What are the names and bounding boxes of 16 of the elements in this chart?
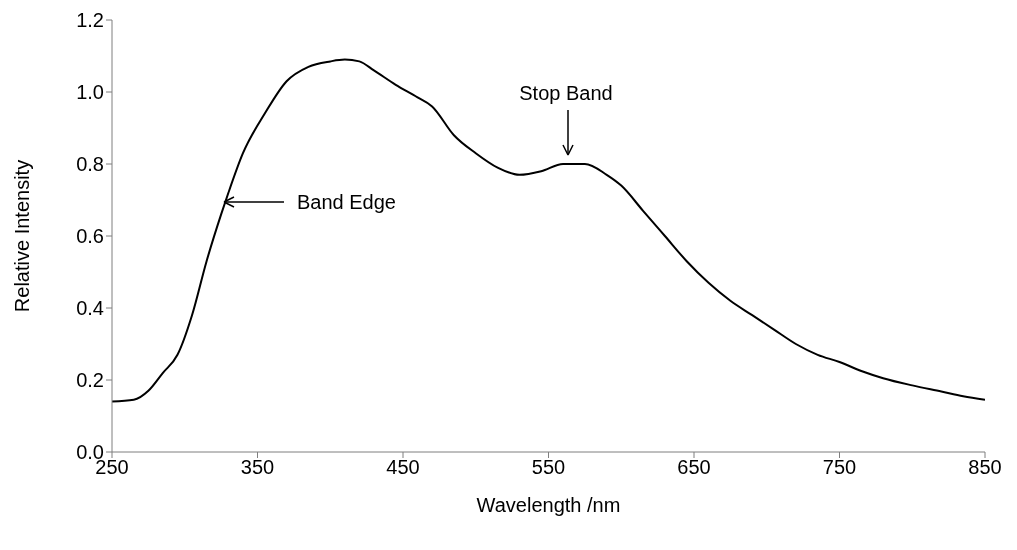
x-axis-title: Wavelength /nm (476, 494, 621, 516)
y-tick-label: 1.0 (76, 81, 104, 104)
y-tick-label: 0.4 (76, 297, 104, 320)
x-tick-label: 850 (968, 456, 1002, 479)
y-tick-label: 0.2 (76, 369, 104, 392)
x-tick-label: 450 (386, 456, 420, 479)
y-tick-label: 0.8 (76, 153, 104, 176)
x-tick-label: 750 (822, 456, 857, 479)
x-tick-label: 350 (240, 456, 275, 479)
y-tick-label: 1.2 (76, 9, 104, 32)
annotation: Band Edge (297, 191, 396, 213)
y-tick-label: 0.6 (76, 225, 104, 248)
annotation: Stop Band (519, 82, 613, 104)
y-axis-title: Relative Intensity (11, 159, 34, 313)
x-tick-label: 650 (677, 456, 711, 479)
x-tick-label: 550 (531, 456, 566, 479)
